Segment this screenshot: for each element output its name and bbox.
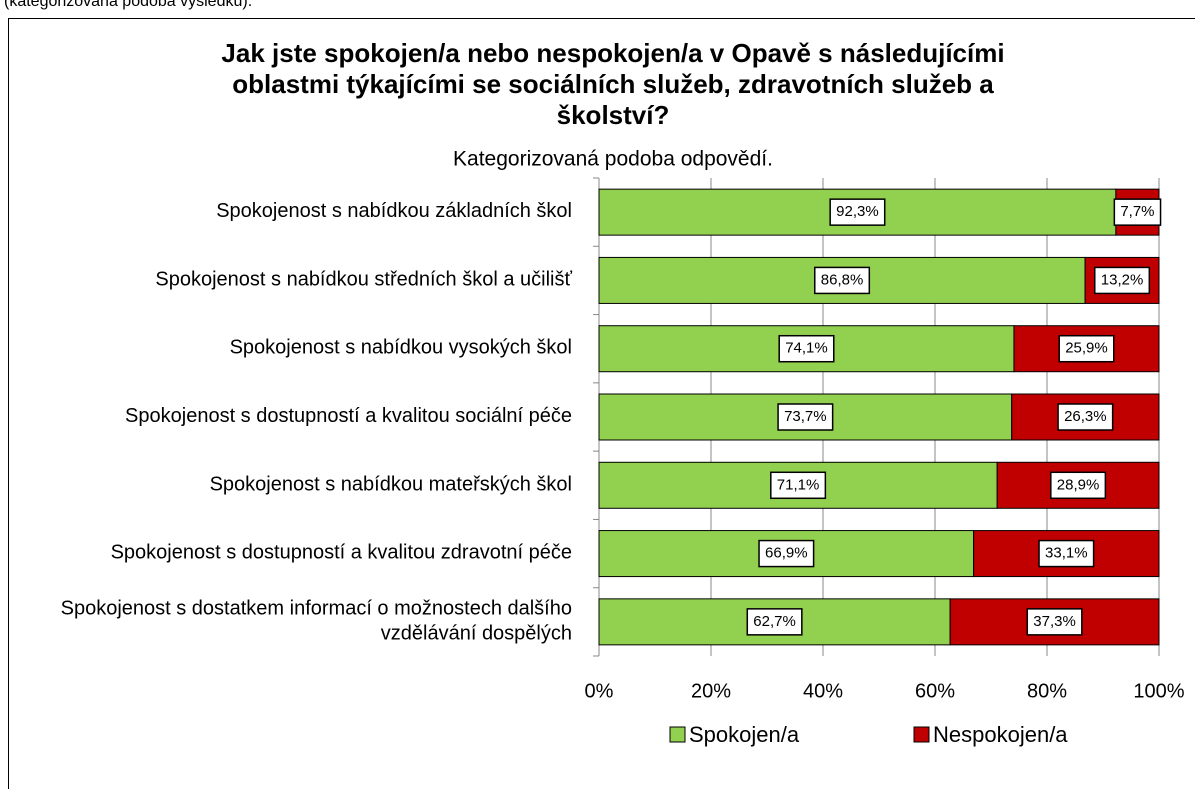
value-label-box xyxy=(829,198,886,226)
caption: (kategorizovaná podoba výsledku). xyxy=(4,0,252,10)
category-label: Spokojenost s nabídkou mateřských škol xyxy=(210,474,572,496)
category-label: Spokojenost s dostatkem informací o možn… xyxy=(61,598,572,645)
value-label-group: 33,1% xyxy=(1038,539,1095,568)
value-label-group: 37,3% xyxy=(1026,608,1083,636)
legend-label: Spokojen/a xyxy=(689,722,800,747)
text-line: Spokojenost s nabídkou vysokých škol xyxy=(230,337,572,359)
value-label-box xyxy=(746,608,803,636)
category-label: Spokojenost s nabídkou základních škol xyxy=(216,200,572,222)
value-label: 92,3% xyxy=(836,203,879,220)
value-label-group: 62,7% xyxy=(746,608,803,636)
value-label-box xyxy=(814,266,871,295)
value-label-box xyxy=(1058,334,1115,363)
value-label: 7,7% xyxy=(1120,203,1154,220)
text-line: Spokojenost s nabídkou mateřských škol xyxy=(210,474,572,496)
value-label-group: 26,3% xyxy=(1057,403,1114,431)
value-label-group: 13,2% xyxy=(1094,266,1151,295)
value-label-box xyxy=(1038,539,1095,568)
category-label: Spokojenost s nabídkou vysokých škol xyxy=(230,337,572,359)
chart-title: Jak jste spokojen/a nebo nespokojen/a v … xyxy=(221,38,1004,130)
value-label-box xyxy=(1113,198,1162,226)
value-label-box xyxy=(770,471,827,500)
value-label: 62,7% xyxy=(753,613,796,630)
value-label-box xyxy=(778,334,835,363)
value-label-box xyxy=(1094,266,1151,295)
value-label-group: 7,7% xyxy=(1113,198,1162,226)
value-label-box xyxy=(777,403,834,431)
value-label: 37,3% xyxy=(1033,613,1076,630)
category-label: Spokojenost s dostupností a kvalitou zdr… xyxy=(111,542,572,564)
text-line: školství? xyxy=(557,100,670,130)
x-tick-label: 100% xyxy=(1133,680,1184,702)
value-label-group: 92,3% xyxy=(829,198,886,226)
value-label: 73,7% xyxy=(784,408,827,425)
value-label: 13,2% xyxy=(1101,271,1144,288)
text-line: Spokojenost s dostupností a kvalitou soc… xyxy=(125,405,572,427)
legend-label: Nespokojen/a xyxy=(933,722,1068,747)
x-tick-label: 20% xyxy=(691,680,731,702)
value-label: 86,8% xyxy=(821,271,864,288)
x-tick-label: 0% xyxy=(585,680,614,702)
value-label: 26,3% xyxy=(1064,408,1107,425)
value-label-group: 71,1% xyxy=(770,471,827,500)
value-label-box xyxy=(1026,608,1083,636)
x-tick-label: 40% xyxy=(803,680,843,702)
text-line: Jak jste spokojen/a nebo nespokojen/a v … xyxy=(221,38,1004,68)
value-label-group: 66,9% xyxy=(758,539,815,568)
value-label-group: 28,9% xyxy=(1050,471,1107,500)
value-label: 66,9% xyxy=(765,545,808,562)
chart-subtitle: Kategorizovaná podoba odpovědí. xyxy=(453,148,773,171)
value-label: 25,9% xyxy=(1065,340,1108,357)
legend-swatch xyxy=(669,726,686,743)
text-line: Spokojenost s nabídkou středních škol a … xyxy=(155,269,572,291)
value-label-group: 74,1% xyxy=(778,334,835,363)
text-line: Spokojenost s nabídkou základních škol xyxy=(216,200,572,222)
text-line: oblastmi týkajícími se sociálních služeb… xyxy=(232,69,994,99)
value-label-group: 73,7% xyxy=(777,403,834,431)
value-label: 74,1% xyxy=(785,340,828,357)
value-label-group: 25,9% xyxy=(1058,334,1115,363)
category-label: Spokojenost s dostupností a kvalitou soc… xyxy=(125,405,572,427)
value-label-group: 86,8% xyxy=(814,266,871,295)
value-label-box xyxy=(1057,403,1114,431)
text-line: Spokojenost s dostatkem informací o možn… xyxy=(61,598,572,620)
value-label-box xyxy=(758,539,815,568)
x-tick-label: 60% xyxy=(915,680,955,702)
legend-swatch xyxy=(913,726,930,743)
value-label: 33,1% xyxy=(1045,545,1088,562)
x-tick-label: 80% xyxy=(1027,680,1067,702)
category-label: Spokojenost s nabídkou středních škol a … xyxy=(155,269,572,291)
value-label: 71,1% xyxy=(777,476,820,493)
text-line: vzdělávání dospělých xyxy=(381,623,572,645)
value-label: 28,9% xyxy=(1057,476,1100,493)
value-label-box xyxy=(1050,471,1107,500)
text-line: Spokojenost s dostupností a kvalitou zdr… xyxy=(111,542,572,564)
